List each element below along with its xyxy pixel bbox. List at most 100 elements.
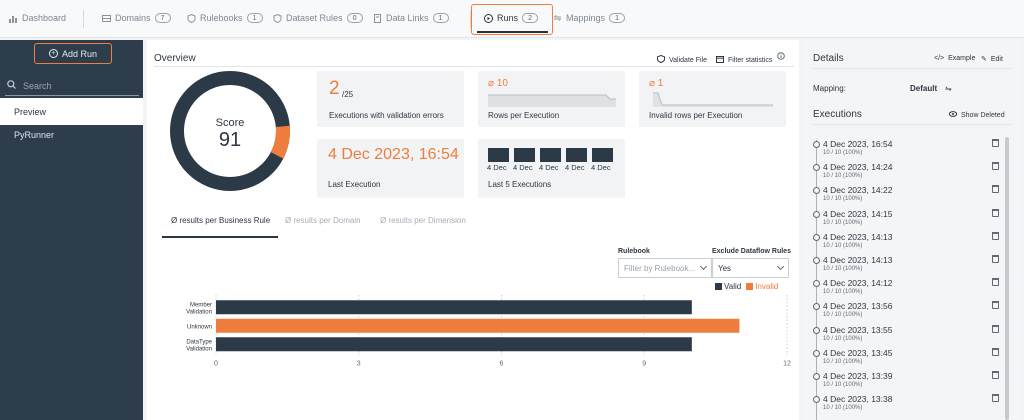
trash-icon[interactable] bbox=[992, 162, 999, 171]
exec-errors-label: Executions with validation errors bbox=[329, 111, 444, 120]
sidebar-item-pyrunner[interactable]: PyRunner bbox=[0, 121, 143, 148]
code-icon: </> bbox=[934, 55, 945, 62]
edit-button[interactable]: ✎ Edit bbox=[981, 55, 1003, 64]
execution-item[interactable]: 4 Dec 2023, 14:13 10 / 10 (100%) bbox=[804, 231, 1004, 254]
legend-item-invalid: Invalid bbox=[746, 282, 778, 291]
execution-count: 10 / 10 (100%) bbox=[823, 312, 863, 319]
details-divider bbox=[813, 68, 1011, 69]
scrollbar[interactable] bbox=[1005, 137, 1009, 420]
execution-date: 4 Dec 2023, 14:22 bbox=[823, 185, 893, 196]
execution-date: 4 Dec 2023, 14:24 bbox=[823, 162, 893, 173]
execution-count: 10 / 10 (100%) bbox=[823, 150, 863, 156]
trash-icon[interactable] bbox=[992, 278, 999, 287]
execution-count: 10 / 10 (100%) bbox=[823, 196, 863, 203]
execution-item[interactable]: 4 Dec 2023, 14:24 10 / 10 (100%) bbox=[804, 161, 1004, 184]
legend-invalid-label: Invalid bbox=[755, 282, 779, 291]
trash-icon[interactable] bbox=[992, 185, 999, 194]
count-badge: 1 bbox=[609, 13, 626, 23]
trash-icon[interactable] bbox=[992, 231, 999, 240]
add-run-label: Add Run bbox=[61, 48, 98, 59]
nav-dashboard[interactable]: Dashboard bbox=[9, 10, 66, 26]
timeline-dot bbox=[813, 373, 820, 380]
execution-item[interactable]: 4 Dec 2023, 14:22 10 / 10 (100%) bbox=[804, 184, 1004, 207]
count-badge: 1 bbox=[432, 13, 449, 23]
last-execution-date: 4 Dec bbox=[487, 163, 507, 172]
info-icon[interactable] bbox=[777, 52, 785, 60]
category-label: Member bbox=[190, 302, 212, 308]
nav-runs[interactable]: Runs 2 bbox=[484, 10, 539, 26]
exec-errors-total: /25 bbox=[342, 90, 354, 99]
timeline-dot bbox=[813, 326, 820, 334]
execution-item[interactable]: 4 Dec 2023, 16:54 10 / 10 (100%) bbox=[804, 138, 1004, 161]
execution-date: 4 Dec 2023, 14:15 bbox=[823, 208, 893, 219]
nav-label: Domains bbox=[115, 13, 151, 23]
execution-item[interactable]: 4 Dec 2023, 13:45 10 / 10 (100%) bbox=[804, 347, 1004, 370]
execution-item[interactable]: 4 Dec 2023, 13:39 10 / 10 (100%) bbox=[804, 370, 1004, 393]
timeline-dot bbox=[813, 396, 820, 404]
chart-icon bbox=[9, 14, 18, 23]
nav-mappings[interactable]: ⇋ Mappings 1 bbox=[553, 10, 626, 26]
execution-item[interactable]: 4 Dec 2023, 14:12 10 / 10 (100%) bbox=[804, 277, 1004, 300]
filter-statistics-button[interactable]: Filter statistics bbox=[716, 55, 772, 65]
rulebook-select[interactable]: Filter by Rulebook... bbox=[618, 258, 712, 278]
tab-business-rule[interactable]: Ø results per Business Rule bbox=[171, 216, 271, 225]
trash-icon[interactable] bbox=[992, 347, 999, 356]
shield-icon bbox=[187, 13, 196, 23]
execution-count: 10 / 10 (100%) bbox=[823, 405, 863, 412]
active-tab-indicator bbox=[477, 31, 548, 33]
nav-label: Data Links bbox=[386, 13, 429, 23]
timeline-line bbox=[816, 140, 817, 420]
nav-dataset-rules[interactable]: Dataset Rules 0 bbox=[273, 10, 363, 26]
tab-dimension[interactable]: Ø results per Dimension bbox=[380, 216, 466, 225]
trash-icon[interactable] bbox=[992, 139, 999, 147]
bar-invalid[interactable] bbox=[216, 318, 740, 333]
execution-date: 4 Dec 2023, 13:39 bbox=[823, 371, 893, 381]
arrows-icon[interactable]: ⇋ bbox=[945, 84, 952, 93]
nav-label: Dataset Rules bbox=[286, 13, 343, 23]
donut-invalid-arc bbox=[170, 71, 290, 191]
show-deleted-button[interactable]: Show Deleted bbox=[948, 111, 1005, 119]
nav-data-links[interactable]: Data Links 1 bbox=[373, 10, 449, 26]
score-label: Score bbox=[216, 117, 245, 129]
bar-valid[interactable] bbox=[216, 337, 692, 352]
tab-domain[interactable]: Ø results per Domain bbox=[285, 216, 361, 225]
exclude-dataflow-select[interactable]: Yes bbox=[712, 258, 789, 278]
add-run-button[interactable]: + Add Run bbox=[34, 43, 112, 64]
sidebar-item-preview[interactable]: Preview bbox=[0, 98, 143, 125]
trash-icon[interactable] bbox=[992, 301, 999, 310]
trash-icon[interactable] bbox=[992, 371, 999, 379]
example-button[interactable]: </> Example bbox=[934, 55, 975, 62]
validate-file-button[interactable]: Validate File bbox=[657, 54, 707, 65]
trash-icon[interactable] bbox=[992, 394, 999, 403]
last-execution-date: 4 Dec bbox=[565, 163, 585, 172]
category-label: Unknown bbox=[187, 324, 212, 330]
execution-item[interactable]: 4 Dec 2023, 13:38 10 / 10 (100%) bbox=[804, 393, 1004, 416]
execution-item[interactable]: 4 Dec 2023, 14:13 10 / 10 (100%) bbox=[804, 254, 1004, 277]
mapping-value: Default bbox=[910, 84, 938, 93]
execution-item[interactable]: 4 Dec 2023, 14:15 10 / 10 (100%) bbox=[804, 208, 1004, 231]
trash-icon[interactable] bbox=[992, 255, 999, 263]
last-execution-bar bbox=[592, 148, 613, 162]
execution-item[interactable]: 4 Dec 2023, 13:55 10 / 10 (100%) bbox=[804, 324, 1004, 347]
play-icon bbox=[484, 13, 493, 23]
invalid-rows-card: ⌀ 1 Invalid rows per Execution bbox=[639, 71, 786, 127]
execution-item[interactable]: 4 Dec 2023, 13:56 10 / 10 (100%) bbox=[804, 300, 1004, 323]
search-input[interactable]: Search bbox=[5, 76, 139, 96]
arrows-icon: ⇋ bbox=[553, 12, 562, 23]
database-icon bbox=[102, 14, 111, 23]
exclude-dataflow-value: Yes bbox=[718, 263, 732, 273]
business-rule-bar-chart: 0 3 6 9 12MemberValidationUnknownDataTypeVal… bbox=[186, 295, 791, 368]
x-tick-label: 3 bbox=[357, 361, 361, 368]
nav-rulebooks[interactable]: Rulebooks 1 bbox=[187, 10, 263, 26]
x-tick-label: 12 bbox=[783, 361, 791, 368]
nav-domains[interactable]: Domains 7 bbox=[102, 10, 171, 26]
legend-swatch-valid bbox=[715, 283, 722, 290]
legend-valid-label: Valid bbox=[724, 282, 742, 291]
nav-divider bbox=[470, 10, 471, 28]
trash-icon[interactable] bbox=[992, 208, 999, 217]
timeline-dot bbox=[813, 280, 820, 288]
trash-icon[interactable] bbox=[992, 324, 999, 333]
last-execution-value: 4 Dec 2023, 16:54 bbox=[328, 146, 459, 163]
last-execution-card: 4 Dec 2023, 16:54 Last Execution bbox=[317, 139, 464, 198]
bar-valid[interactable] bbox=[216, 300, 692, 315]
